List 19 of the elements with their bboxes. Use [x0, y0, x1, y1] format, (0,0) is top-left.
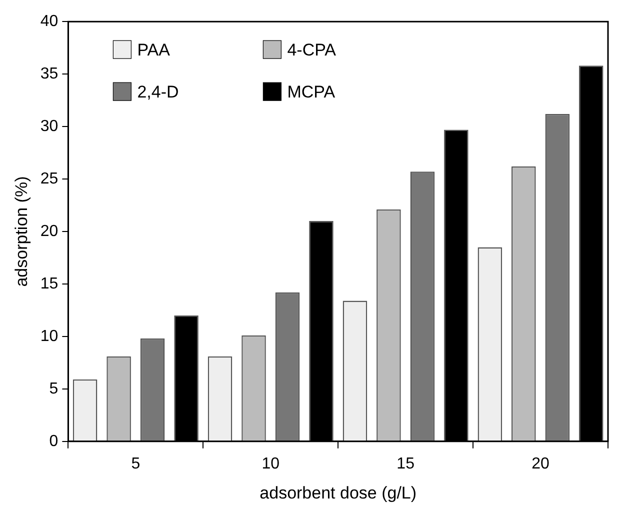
y-tick-label: 10 — [40, 328, 58, 345]
y-tick-label: 5 — [49, 380, 58, 398]
x-tick-label: 15 — [396, 455, 415, 472]
y-tick-label: 35 — [40, 65, 58, 82]
y-tick-label: 20 — [40, 222, 58, 240]
y-tick-label: 30 — [40, 118, 58, 135]
y-tick-label: 25 — [40, 170, 58, 188]
y-tick-label: 0 — [49, 432, 58, 450]
x-tick-label: 5 — [131, 455, 140, 472]
legend-label: 4-CPA — [287, 40, 337, 60]
legend-label: MCPA — [287, 82, 336, 102]
y-tick-label: 15 — [40, 275, 58, 292]
y-axis-title: adsorption (%) — [12, 176, 31, 287]
legend-label: PAA — [137, 40, 171, 60]
legend-label: 2,4-D — [137, 82, 179, 102]
y-tick-label: 40 — [40, 13, 58, 30]
x-tick-label: 10 — [262, 455, 280, 472]
x-axis-title: adsorbent dose (g/L) — [260, 483, 417, 502]
x-tick-label: 20 — [532, 455, 550, 472]
